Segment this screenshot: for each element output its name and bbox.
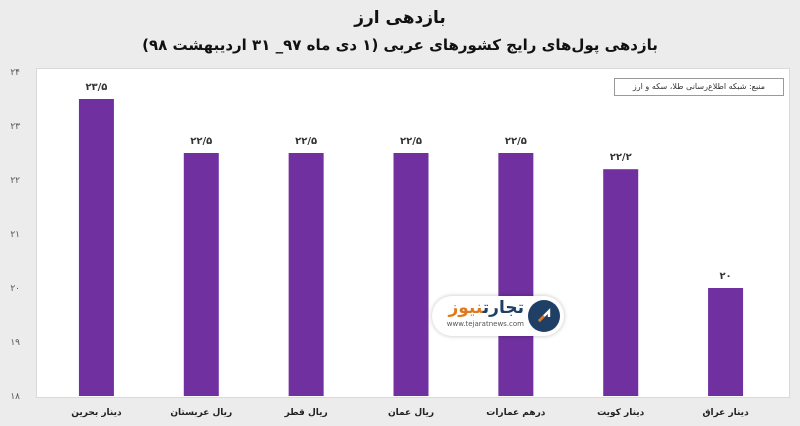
bar-value-label: ۲۲/۵ — [400, 136, 422, 147]
category-label: ریال قطر — [284, 408, 328, 418]
logo-name: تجارتنیوز — [448, 298, 524, 318]
bar — [78, 99, 114, 396]
bar-value-label: ۲۲/۵ — [190, 136, 212, 147]
tejaratnews-logo: تجارتنیوز www.tejaratnews.com — [432, 296, 564, 336]
bar-value-label: ۲۳/۵ — [85, 82, 107, 93]
y-tick-label: ۲۴ — [10, 68, 20, 78]
bar-value-label: ۲۰ — [719, 271, 731, 282]
category-label: دینار بحرین — [71, 408, 122, 418]
chart-subtitle: بازدهی پول‌های رایج کشورهای عربی (۱ دی م… — [142, 36, 658, 54]
logo-name-part2: نیوز — [448, 298, 483, 318]
y-tick-label: ۲۳ — [10, 122, 20, 132]
source-note: منبع: شبکه اطلاع‌رسانی طلا، سکه و ارز — [614, 78, 784, 96]
bar — [288, 153, 324, 396]
y-tick-label: ۱۹ — [10, 338, 20, 348]
logo-emblem-icon — [528, 300, 560, 332]
bar — [393, 153, 429, 396]
y-tick-label: ۲۰ — [10, 284, 20, 294]
bar — [498, 153, 534, 396]
logo-name-part1: تجارت — [482, 298, 524, 318]
bar-value-label: ۲۲/۲ — [610, 152, 632, 163]
category-label: دینار عراق — [702, 408, 749, 418]
category-label: دینار کویت — [597, 408, 645, 418]
category-label: درهم عمارات — [486, 408, 545, 418]
y-tick-label: ۱۸ — [10, 392, 20, 402]
chart-title: بازدهی ارز — [354, 8, 446, 28]
category-label: ریال عمان — [388, 408, 434, 418]
bar — [708, 288, 744, 396]
category-label: ریال عربستان — [170, 408, 232, 418]
bar-value-label: ۲۲/۵ — [295, 136, 317, 147]
logo-url: www.tejaratnews.com — [446, 320, 524, 328]
bar — [183, 153, 219, 396]
bar — [603, 169, 639, 396]
y-tick-label: ۲۲ — [10, 176, 20, 186]
y-tick-label: ۲۱ — [10, 230, 20, 240]
bar-value-label: ۲۲/۵ — [505, 136, 527, 147]
